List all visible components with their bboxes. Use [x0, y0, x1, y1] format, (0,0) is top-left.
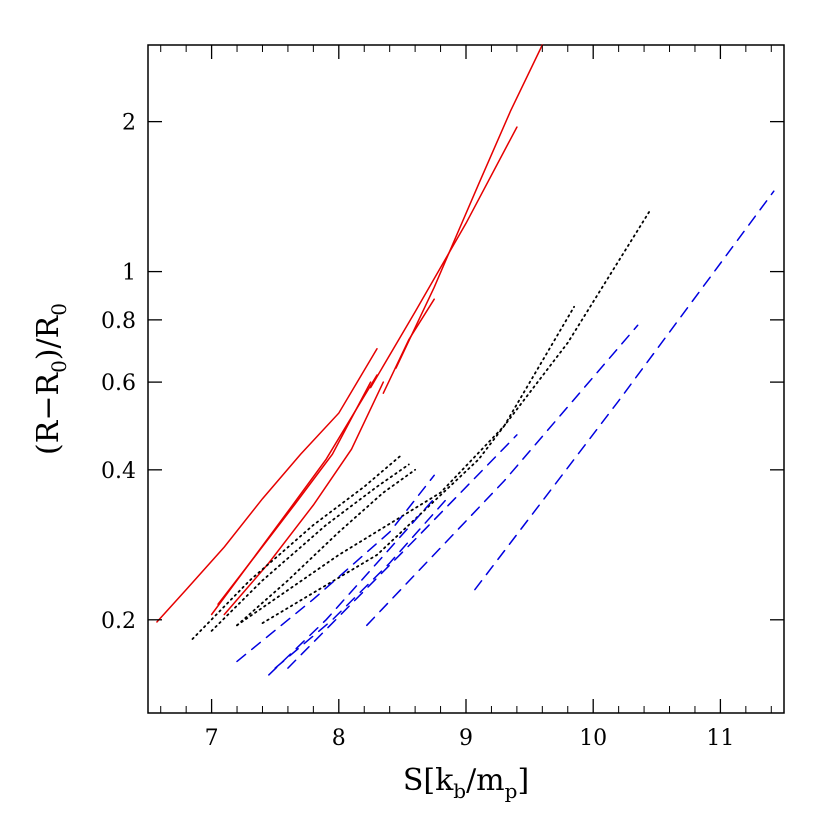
y-tick-label: 1: [122, 261, 136, 286]
x-tick-label: 11: [706, 726, 734, 751]
series-line-dashed: [474, 190, 775, 591]
series-line-solid: [217, 381, 372, 605]
x-axis-label: S[kb/mp]: [403, 763, 529, 803]
series-line-solid: [369, 126, 518, 389]
series-line-solid: [223, 381, 385, 616]
series-line-dashed: [236, 474, 435, 663]
x-tick-label: 8: [332, 726, 346, 751]
series-line-dashed: [268, 497, 435, 676]
series-line-solid: [395, 44, 544, 369]
x-tick-label: 10: [579, 726, 607, 751]
y-tick-label: 0.4: [101, 459, 136, 484]
series-line-solid: [156, 348, 378, 623]
x-tick-label: 9: [459, 726, 473, 751]
series-line-dashed: [274, 497, 448, 669]
series-line-dotted: [191, 453, 404, 640]
series-line-solid: [382, 298, 435, 394]
y-axis-label: (R−R0)/R0: [31, 303, 71, 455]
series-line-dashed: [366, 324, 639, 627]
series-line-dotted: [210, 463, 410, 632]
plot-frame: [147, 44, 785, 714]
series-line-dotted: [261, 208, 652, 624]
series-line-dotted: [236, 305, 575, 627]
y-tick-label: 0.2: [101, 609, 136, 634]
y-tick-label: 0.6: [101, 371, 136, 396]
series-layer: [156, 44, 775, 676]
y-tick-label: 2: [122, 111, 136, 136]
y-tick-label: 0.8: [101, 309, 136, 334]
series-line-dashed: [287, 434, 518, 669]
x-tick-label: 7: [205, 726, 219, 751]
series-line-dotted: [236, 468, 417, 627]
tick-layer: 7 8 9 10 11 0.2 0.4 0.6 0.8 1 2: [101, 45, 784, 751]
